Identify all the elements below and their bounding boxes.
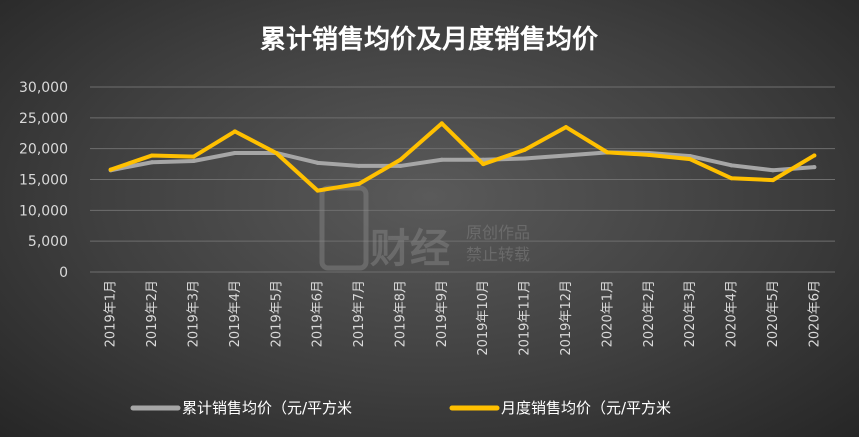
legend-label: 累计销售均价（元/平方米 [182,399,352,417]
data-point [108,167,113,172]
data-point [357,163,362,168]
x-tick-label: 2020年1月 [600,280,615,347]
watermark-line1: 原创作品 [466,223,530,242]
data-point [729,176,734,181]
watermark-brand: 财经 [370,226,450,272]
x-tick-label: 2019年10月 [476,280,491,356]
y-axis: 0 5,000 10,000 15,000 20,000 25,000 30,000 [19,80,68,281]
data-point [191,159,196,163]
y-tick-label: 15,000 [19,173,68,189]
data-point [439,157,444,162]
data-point [729,163,734,168]
data-point [439,121,444,126]
data-point [522,147,527,152]
y-tick-label: 0 [59,265,68,281]
y-tick-label: 5,000 [28,234,68,250]
x-tick-label: 2019年8月 [393,280,408,347]
data-point [315,160,320,165]
series-line-2 [108,121,817,193]
x-tick-label: 2020年5月 [766,280,781,347]
x-tick-label: 2020年4月 [725,280,740,347]
x-tick-label: 2020年3月 [683,280,698,347]
data-point [770,168,775,173]
data-point [605,150,610,155]
y-tick-label: 10,000 [19,203,68,219]
data-point [357,181,362,186]
y-tick-label: 25,000 [19,111,68,127]
x-tick-label: 2019年11月 [518,280,533,356]
x-tick-label: 2019年7月 [352,280,367,347]
data-point [563,153,568,158]
data-point [812,153,817,158]
series-lines [108,121,817,193]
data-point [232,129,237,134]
watermark-logo-icon [319,185,369,271]
x-tick-label: 2019年3月 [186,280,201,347]
x-tick-label: 2020年6月 [807,280,822,347]
data-point [150,160,155,165]
x-tick-label: 2020年2月 [642,280,657,347]
data-point [150,153,155,158]
x-tick-label: 2019年9月 [435,280,450,347]
data-point [232,150,237,155]
legend-label: 月度销售均价（元/平方米 [501,399,671,417]
x-tick-label: 2019年5月 [269,280,284,347]
data-point [522,156,527,161]
y-tick-label: 20,000 [19,142,68,158]
data-point [812,165,817,170]
watermark-line2: 禁止转载 [466,245,530,264]
y-tick-label: 30,000 [19,80,68,96]
data-point [398,157,403,162]
data-point [398,163,403,168]
x-tick-label: 2019年12月 [559,280,574,356]
x-axis: 2019年1月 2019年2月 2019年3月 2019年4月 2019年5月 2019年… [104,280,823,356]
x-tick-label: 2019年1月 [104,280,119,347]
legend: 累计销售均价（元/平方米 月度销售均价（元/平方米 [130,399,671,417]
x-tick-label: 2019年2月 [145,280,160,347]
data-point [315,188,320,193]
x-tick-label: 2019年6月 [311,280,326,347]
grid [90,86,835,273]
data-point [274,150,279,155]
chart-title: 累计销售均价及月度销售均价 [260,24,599,55]
series-line-1 [108,150,817,173]
data-point [646,152,651,157]
watermark: 财经 原创作品 禁止转载 [319,185,530,272]
data-point [688,157,693,162]
x-tick-label: 2019年4月 [228,280,243,347]
data-point [481,162,486,167]
data-point [191,154,196,159]
data-point [563,125,568,130]
data-point [770,178,775,183]
